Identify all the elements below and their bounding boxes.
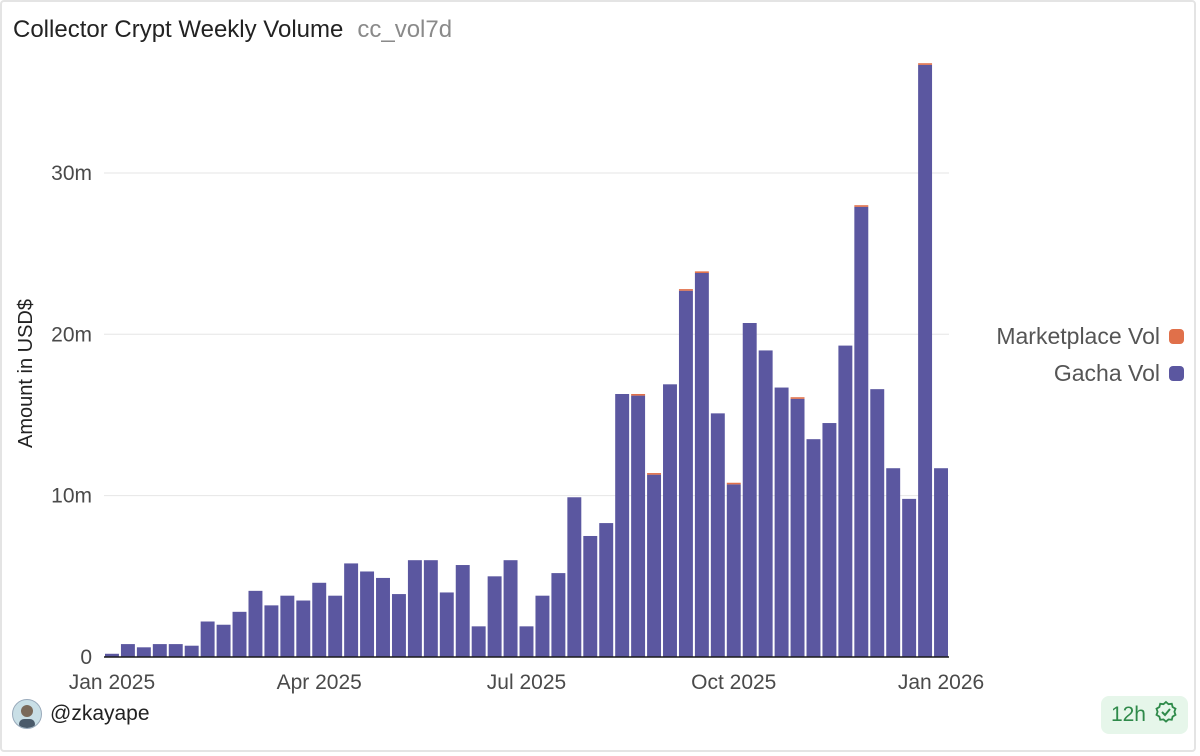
bar-marketplace	[918, 63, 933, 65]
bar-gacha	[439, 592, 454, 657]
bar-gacha	[232, 611, 247, 657]
y-axis-title: Amount in USD$	[15, 299, 37, 448]
legend-label-marketplace: Marketplace Vol	[996, 323, 1160, 349]
legend-item-marketplace[interactable]: Marketplace Vol	[996, 323, 1184, 350]
bar-gacha	[120, 644, 135, 657]
bar-marketplace	[726, 482, 741, 485]
chart-title: Collector Crypt Weekly Volume	[13, 16, 344, 43]
chart-legend: Marketplace Vol Gacha Vol	[996, 323, 1184, 387]
bar-gacha	[567, 497, 582, 657]
x-tick-label: Oct 2025	[691, 671, 776, 694]
bar-gacha	[663, 384, 677, 657]
bar-marketplace	[647, 473, 662, 475]
bar-gacha	[774, 387, 789, 657]
bar-gacha	[726, 484, 741, 657]
user-avatar-icon	[12, 699, 42, 729]
bar-gacha	[631, 395, 646, 657]
bar-gacha	[168, 644, 183, 657]
legend-swatch-gacha	[1169, 366, 1184, 381]
bar-marketplace	[678, 289, 693, 291]
x-tick-label: Jul 2025	[487, 671, 566, 694]
author-username: @zkayape	[50, 702, 150, 725]
bar-marketplace	[790, 397, 805, 399]
bar-gacha	[455, 565, 470, 657]
bar-gacha	[376, 577, 390, 657]
bar-gacha	[790, 398, 805, 657]
bar-gacha	[296, 600, 311, 657]
bar-marketplace	[694, 271, 709, 273]
bar-gacha	[902, 498, 917, 657]
y-tick-label: 30m	[51, 162, 92, 185]
bar-gacha	[360, 571, 375, 657]
bar-gacha	[216, 624, 231, 657]
bar-gacha	[583, 535, 598, 657]
bar-gacha	[599, 523, 614, 657]
chart-query-name: cc_vol7d	[357, 16, 453, 43]
check-badge-icon	[1154, 700, 1178, 730]
bar-gacha	[471, 626, 486, 657]
bar-gacha	[918, 64, 933, 658]
bar-gacha	[870, 389, 885, 657]
bar-gacha	[742, 323, 757, 657]
x-tick-label: Jan 2026	[898, 671, 984, 694]
bar-gacha	[344, 563, 359, 657]
bar-marketplace	[631, 393, 646, 396]
bar-gacha	[328, 595, 343, 657]
bar-gacha	[184, 645, 199, 657]
bar-gacha	[615, 393, 630, 657]
bar-gacha	[423, 560, 438, 657]
bar-gacha	[551, 573, 566, 657]
bar-gacha	[678, 290, 693, 657]
x-tick-label: Apr 2025	[277, 671, 362, 694]
bar-gacha	[886, 468, 901, 657]
bar-gacha	[934, 468, 948, 657]
bar-gacha	[838, 345, 853, 657]
legend-label-gacha: Gacha Vol	[1053, 360, 1160, 386]
chart-header: Collector Crypt Weekly Volume cc_vol7d	[13, 16, 452, 44]
bar-gacha	[647, 474, 662, 657]
bar-gacha	[487, 576, 502, 657]
bar-gacha	[200, 621, 215, 657]
bar-gacha	[694, 272, 709, 657]
y-tick-label: 0	[80, 646, 92, 669]
refresh-badge[interactable]: 12h	[1100, 696, 1188, 734]
legend-item-gacha[interactable]: Gacha Vol	[1054, 360, 1184, 387]
bar-gacha	[535, 595, 550, 657]
author[interactable]: @zkayape	[12, 699, 150, 729]
bar-chart: 0 10m 20m 30m Jan 2025 Apr 2025 Jul 2025 Oct 20…	[15, 63, 984, 694]
bar-gacha	[152, 644, 167, 657]
bar-gacha	[758, 350, 773, 657]
bar-gacha	[503, 560, 518, 657]
bar-gacha	[806, 439, 821, 657]
bar-gacha	[391, 594, 406, 657]
bar-gacha	[854, 206, 869, 658]
bar-marketplace	[854, 205, 869, 207]
bar-gacha	[822, 423, 837, 657]
x-tick-label: Jan 2025	[69, 671, 155, 694]
bar-gacha	[710, 413, 725, 657]
bar-gacha	[312, 582, 327, 657]
y-tick-label: 10m	[51, 485, 92, 508]
bar-gacha	[407, 560, 422, 657]
bar-gacha	[519, 626, 534, 657]
bar-gacha	[136, 647, 151, 657]
y-tick-label: 20m	[51, 323, 92, 346]
bar-gacha	[264, 605, 279, 657]
bar-gacha	[280, 595, 295, 657]
refresh-interval: 12h	[1110, 703, 1146, 726]
legend-swatch-marketplace	[1169, 329, 1184, 344]
bar-gacha	[105, 653, 119, 657]
bar-gacha	[248, 590, 263, 657]
